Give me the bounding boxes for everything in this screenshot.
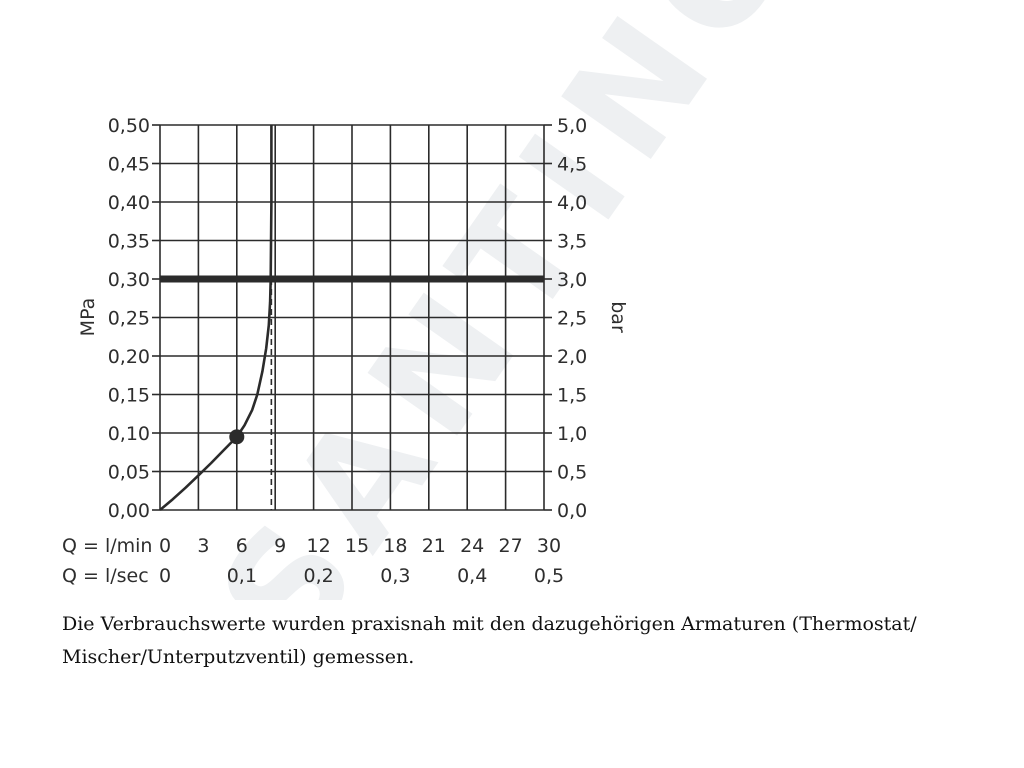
y-right-tick-label: 1,5: [557, 385, 587, 407]
y-left-tick-label: 0,10: [108, 423, 150, 445]
x-tick-label: 0,4: [457, 565, 487, 587]
x-tick-label: 30: [537, 535, 561, 557]
y-right-tick-label: 0,5: [557, 462, 587, 484]
x-tick-label: 12: [307, 535, 331, 557]
x-tick-label: 27: [499, 535, 523, 557]
y-left-tick-label: 0,20: [108, 346, 150, 368]
y-left-tick-label: 0,40: [108, 192, 150, 214]
x-tick-label: 3: [197, 535, 209, 557]
y-left-tick-label: 0,45: [108, 154, 150, 176]
y-left-tick-label: 0,05: [108, 462, 150, 484]
x-tick-label: 6: [236, 535, 248, 557]
x-tick-label: 0,3: [380, 565, 410, 587]
x-tick-label: 0,2: [303, 565, 333, 587]
y-right-tick-label: 4,5: [557, 154, 587, 176]
y-right-tick-label: 0,0: [557, 500, 587, 522]
x-tick-label: 21: [422, 535, 446, 557]
y-left-tick-label: 0,30: [108, 269, 150, 291]
x-tick-label: 15: [345, 535, 369, 557]
x-tick-label: 9: [274, 535, 286, 557]
x-tick-label: 0,1: [227, 565, 257, 587]
y-left-tick-label: 0,15: [108, 385, 150, 407]
caption-text: Die Verbrauchswerte wurden praxisnah mit…: [62, 613, 917, 668]
y-right-axis-title: bar: [607, 301, 629, 333]
chart-tick-labels: 0,00 0,00,05 0,50,10 1,00,15 1,50,20 2,00,25 2…: [62, 115, 587, 587]
chart-marks: [159, 125, 544, 511]
x-tick-label: 0,5: [534, 565, 564, 587]
y-right-tick-label: 3,5: [557, 231, 587, 253]
y-left-axis-title: MPa: [77, 298, 99, 337]
operating-point-marker: [229, 429, 245, 445]
chart-axes: [152, 124, 552, 511]
y-right-tick-label: 2,0: [557, 346, 587, 368]
y-left-tick-label: 0,25: [108, 308, 150, 330]
y-left-tick-label: 0,35: [108, 231, 150, 253]
pressure-flow-chart: SANTINO 0,00 0,00,05 0,50,10 1,00,15 1,50,20…: [62, 0, 838, 600]
x-axis-row-label: Q = l/sec: [62, 565, 149, 587]
x-tick-label: 0: [159, 535, 171, 557]
y-right-tick-label: 2,5: [557, 308, 587, 330]
y-right-tick-label: 4,0: [557, 192, 587, 214]
y-right-tick-label: 5,0: [557, 115, 587, 137]
x-tick-label: 0: [159, 565, 171, 587]
x-tick-label: 18: [383, 535, 407, 557]
x-tick-label: 24: [460, 535, 484, 557]
y-right-tick-label: 1,0: [557, 423, 587, 445]
y-right-tick-label: 3,0: [557, 269, 587, 291]
y-left-tick-label: 0,00: [108, 500, 150, 522]
series-line: [159, 125, 273, 511]
x-axis-row-label: Q = l/min: [62, 535, 152, 557]
y-left-tick-label: 0,50: [108, 115, 150, 137]
